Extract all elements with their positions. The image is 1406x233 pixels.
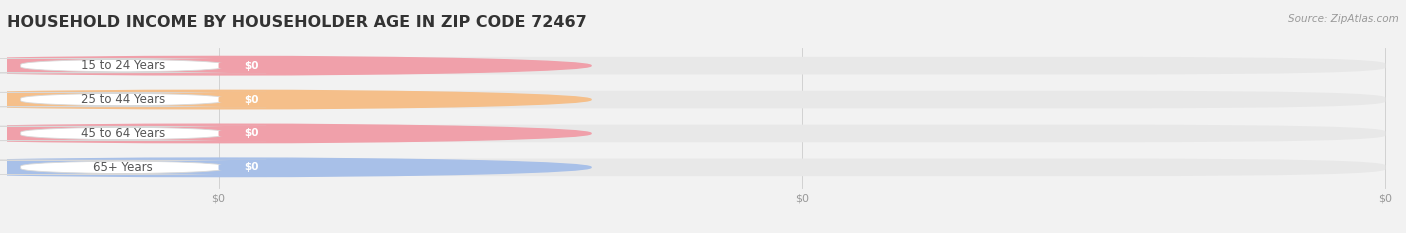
FancyBboxPatch shape bbox=[38, 125, 464, 142]
FancyBboxPatch shape bbox=[38, 159, 464, 175]
Text: $0: $0 bbox=[245, 95, 259, 105]
Circle shape bbox=[0, 56, 591, 75]
Circle shape bbox=[0, 158, 591, 177]
FancyBboxPatch shape bbox=[0, 92, 266, 107]
Text: $0: $0 bbox=[245, 162, 259, 172]
Text: 45 to 64 Years: 45 to 64 Years bbox=[82, 127, 165, 140]
FancyBboxPatch shape bbox=[218, 125, 1385, 142]
Circle shape bbox=[0, 90, 591, 109]
FancyBboxPatch shape bbox=[38, 91, 464, 108]
Text: $0: $0 bbox=[245, 128, 259, 138]
FancyBboxPatch shape bbox=[218, 57, 1385, 75]
FancyBboxPatch shape bbox=[0, 126, 266, 141]
FancyBboxPatch shape bbox=[0, 160, 266, 175]
Text: HOUSEHOLD INCOME BY HOUSEHOLDER AGE IN ZIP CODE 72467: HOUSEHOLD INCOME BY HOUSEHOLDER AGE IN Z… bbox=[7, 15, 586, 30]
Text: Source: ZipAtlas.com: Source: ZipAtlas.com bbox=[1288, 14, 1399, 24]
FancyBboxPatch shape bbox=[38, 58, 464, 74]
Text: 65+ Years: 65+ Years bbox=[93, 161, 153, 174]
FancyBboxPatch shape bbox=[218, 91, 1385, 108]
Text: $0: $0 bbox=[245, 61, 259, 71]
FancyBboxPatch shape bbox=[218, 158, 1385, 176]
Text: 25 to 44 Years: 25 to 44 Years bbox=[82, 93, 165, 106]
Circle shape bbox=[0, 124, 591, 143]
FancyBboxPatch shape bbox=[0, 58, 266, 73]
Text: 15 to 24 Years: 15 to 24 Years bbox=[82, 59, 165, 72]
